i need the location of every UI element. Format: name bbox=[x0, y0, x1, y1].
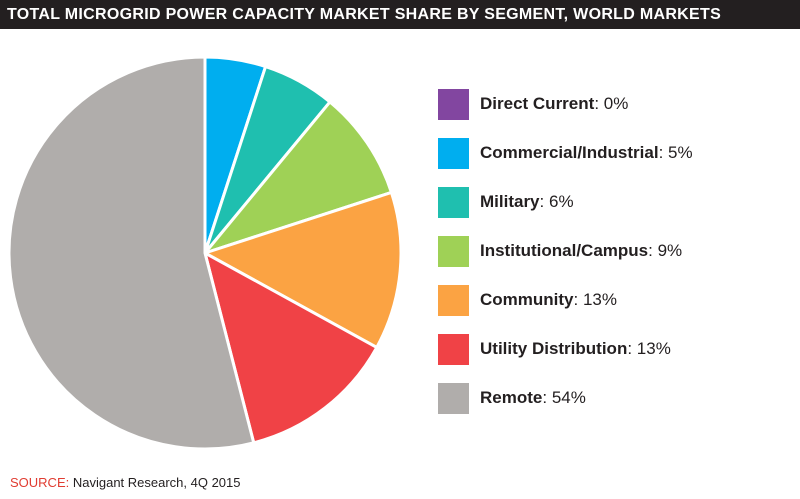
pie-slice-utility-distribution bbox=[203, 251, 379, 445]
legend-series-value: 13% bbox=[636, 339, 671, 358]
legend-label: Direct Current: 0% bbox=[480, 94, 629, 113]
pie-chart bbox=[7, 55, 403, 451]
legend-series-name: Commercial/Industrial bbox=[480, 143, 659, 162]
legend-series-name: Community bbox=[480, 290, 574, 309]
legend-label: Institutional/Campus: 9% bbox=[480, 241, 683, 260]
legend-swatch bbox=[438, 383, 469, 414]
legend-series-value: 5% bbox=[668, 143, 693, 162]
legend-series-value: 9% bbox=[657, 241, 683, 260]
pie-slice-community bbox=[203, 190, 403, 349]
legend-swatch bbox=[438, 285, 469, 316]
legend-swatch bbox=[438, 89, 469, 120]
legend-series-name: Utility Distribution bbox=[480, 339, 628, 358]
legend-swatch bbox=[438, 236, 469, 267]
legend-label: Commercial/Industrial: 5% bbox=[480, 143, 693, 162]
legend-swatch bbox=[438, 138, 469, 169]
legend-series-name: Remote bbox=[480, 388, 543, 407]
source-label: SOURCE: bbox=[10, 475, 70, 490]
legend-series-value: 54% bbox=[551, 388, 586, 407]
legend-series-value: 13% bbox=[582, 290, 617, 309]
legend-series-name: Direct Current bbox=[480, 94, 595, 113]
legend-label: Military: 6% bbox=[480, 192, 574, 211]
legend-label: Remote: 54% bbox=[480, 388, 586, 407]
source-note: SOURCE: Navigant Research, 4Q 2015 bbox=[10, 475, 241, 490]
legend-swatch bbox=[438, 187, 469, 218]
legend-label: Utility Distribution: 13% bbox=[480, 339, 671, 358]
legend-label: Community: 13% bbox=[480, 290, 617, 309]
legend-series-name: Institutional/Campus bbox=[480, 241, 649, 260]
source-text: Navigant Research, 4Q 2015 bbox=[69, 475, 241, 490]
pie-slice-remote bbox=[7, 55, 256, 451]
legend-swatch bbox=[438, 334, 469, 365]
pie-slice-institutional-campus bbox=[203, 100, 393, 255]
legend-series-value: 0% bbox=[603, 94, 629, 113]
legend-series-name: Military bbox=[480, 192, 540, 211]
chart-title: TOTAL MICROGRID POWER CAPACITY MARKET SH… bbox=[0, 0, 800, 29]
legend-series-value: 6% bbox=[548, 192, 574, 211]
